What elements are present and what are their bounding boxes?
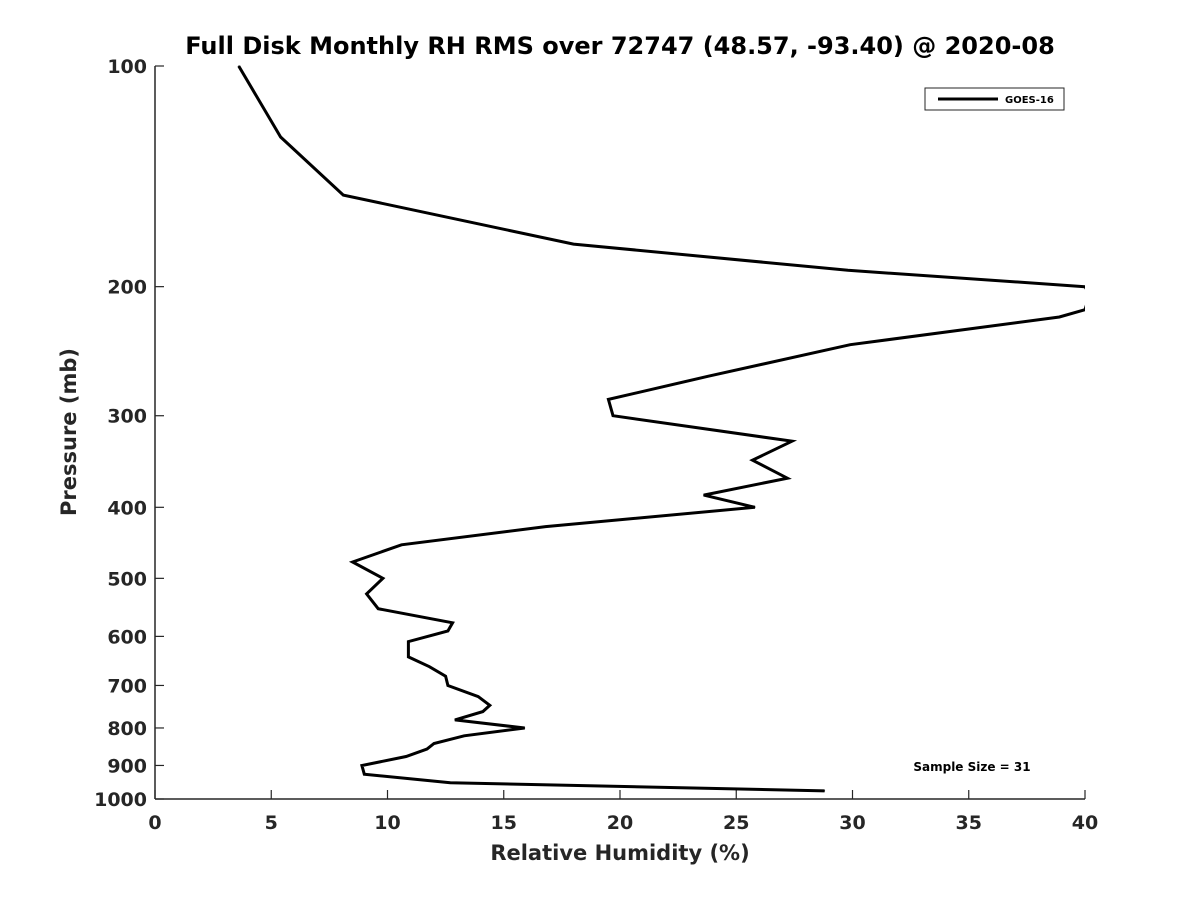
data-point [280, 136, 282, 138]
data-point [482, 711, 484, 713]
x-tick-label: 10 [374, 812, 400, 834]
data-point [363, 773, 365, 775]
data-point [573, 243, 574, 245]
data-point [791, 440, 793, 442]
data-point [342, 194, 344, 196]
data-point [352, 561, 354, 563]
x-tick-label: 35 [956, 812, 982, 834]
y-tick-label: 200 [107, 277, 147, 299]
x-tick-label: 15 [491, 812, 517, 834]
data-point [477, 696, 479, 698]
x-tick-label: 30 [839, 812, 865, 834]
data-point [786, 477, 788, 479]
x-tick-label: 40 [1072, 812, 1098, 834]
data-point [377, 608, 379, 610]
data-point [1089, 294, 1090, 295]
series-group [237, 65, 1090, 793]
y-tick-label: 300 [107, 406, 147, 428]
x-tick-label: 25 [723, 812, 749, 834]
plot-axes [154, 66, 1085, 800]
x-axis-label: Relative Humidity (%) [490, 841, 749, 865]
y-tick-label: 1000 [94, 789, 147, 811]
data-point [489, 704, 491, 706]
data-point [407, 656, 409, 658]
y-tick-label: 400 [107, 497, 147, 519]
data-point [1084, 286, 1085, 288]
x-tick-label: 20 [607, 812, 633, 834]
legend: GOES-16 [924, 87, 1065, 111]
data-point [405, 756, 407, 757]
data-point [454, 719, 456, 721]
data-point [1058, 316, 1060, 318]
legend-label: GOES-16 [1005, 95, 1054, 106]
data-point [612, 415, 614, 417]
data-point [401, 544, 402, 546]
data-point [361, 765, 363, 766]
data-point [524, 727, 526, 729]
chart-title: Full Disk Monthly RH RMS over 72747 (48.… [185, 32, 1055, 60]
y-tick-label: 700 [107, 675, 147, 697]
data-point [366, 593, 368, 595]
data-point [752, 459, 753, 461]
data-point [463, 735, 465, 737]
y-tick-label: 100 [107, 56, 147, 78]
x-ticks: 0 5 10 15 20 25 30 35 40 [148, 790, 1098, 834]
y-tick-label: 900 [107, 755, 147, 777]
data-point [433, 743, 435, 744]
data-point [445, 675, 447, 677]
data-point [754, 506, 756, 508]
data-point [607, 398, 609, 400]
data-point [452, 622, 454, 624]
data-point [707, 375, 709, 377]
sample-size-annotation: Sample Size = 31 [913, 760, 1030, 774]
data-point [426, 748, 428, 750]
x-tick-label: 5 [265, 812, 278, 834]
y-tick-label: 500 [107, 568, 147, 590]
data-point [449, 782, 451, 784]
y-axis-label: Pressure (mb) [57, 348, 81, 516]
data-point [703, 494, 705, 496]
data-point [407, 641, 409, 643]
data-point [447, 630, 449, 632]
y-tick-label: 600 [107, 626, 147, 648]
x-tick-label: 0 [148, 812, 161, 834]
y-ticks: 100 200 300 400 500 600 700 800 900 1000 [94, 56, 164, 811]
data-point [849, 344, 851, 346]
series-line-goes-16 [237, 65, 1085, 793]
data-point [382, 577, 384, 579]
data-point [447, 685, 449, 686]
data-point [238, 65, 240, 67]
data-point [428, 666, 430, 668]
data-point [847, 269, 849, 271]
series-layer [237, 65, 1090, 793]
y-tick-label: 800 [107, 718, 147, 740]
data-point [1084, 309, 1085, 311]
data-point [545, 526, 547, 528]
data-point [824, 790, 826, 792]
